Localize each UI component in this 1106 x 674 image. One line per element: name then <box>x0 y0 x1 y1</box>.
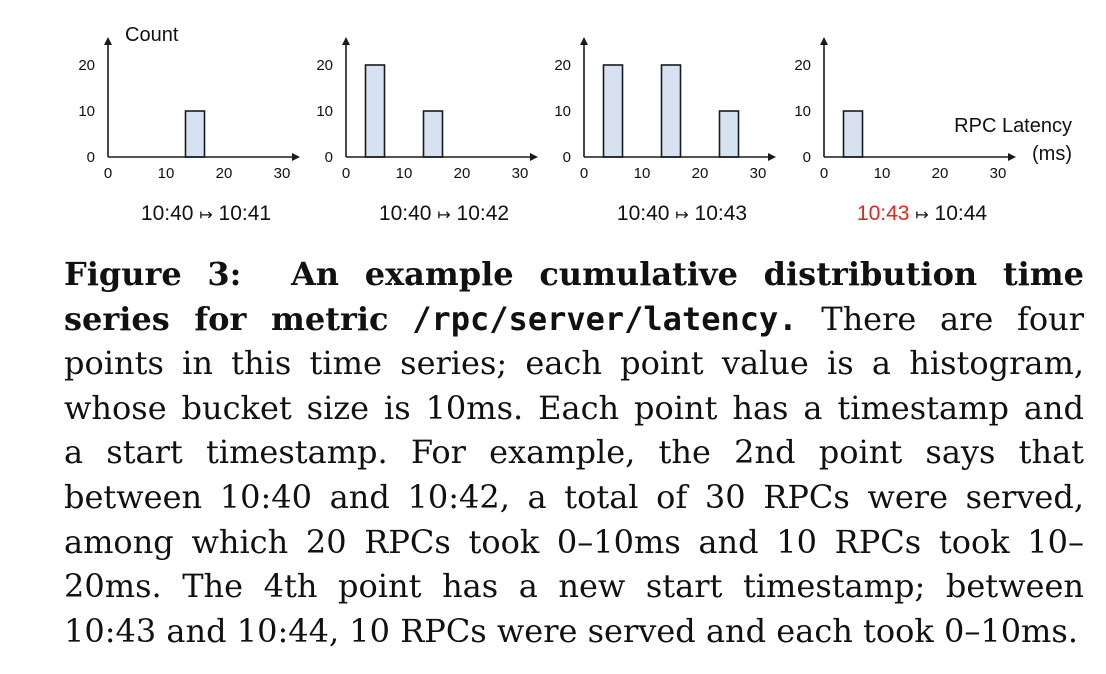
maps-to-arrow: ↦ <box>915 205 928 224</box>
interval-end: 10:43 <box>689 202 747 225</box>
y-tick-label: 0 <box>563 149 571 166</box>
histogram-panel-3: 0 10 20 0 10 20 30 10:40 ↦ 10:43 <box>554 37 776 225</box>
x-tick-label: 30 <box>990 165 1007 182</box>
histogram-bar <box>602 64 624 158</box>
interval-label: 10:40 ↦ 10:43 <box>617 202 747 225</box>
figure-caption: Figure 3: An example cumulative distribu… <box>64 252 1084 653</box>
x-tick-label: 10 <box>158 165 175 182</box>
x-tick-label: 10 <box>874 165 891 182</box>
interval-start: 10:43 <box>857 202 915 225</box>
y-tick-label: 10 <box>78 103 95 120</box>
metric-name: /rpc/server/latency. <box>412 299 798 338</box>
interval-end: 10:42 <box>451 202 509 225</box>
interval-end: 10:44 <box>929 202 988 225</box>
y-tick-label: 0 <box>87 149 95 166</box>
histogram-panel-2: 0 10 20 0 10 20 30 10:40 ↦ 10:42 <box>316 37 538 225</box>
y-tick-label: 20 <box>316 57 333 74</box>
x-tick-label: 20 <box>692 165 709 182</box>
y-tick-label: 20 <box>554 57 571 74</box>
figure-number: Figure 3: <box>64 255 242 293</box>
x-tick-label: 10 <box>634 165 651 182</box>
interval-label: 10:40 ↦ 10:41 <box>141 202 271 225</box>
interval-start: 10:40 <box>617 202 675 225</box>
x-tick-label: 0 <box>104 165 112 182</box>
y-tick-label: 20 <box>78 57 95 74</box>
y-tick-label: 20 <box>794 57 811 74</box>
x-tick-label: 20 <box>932 165 949 182</box>
x-tick-label: 20 <box>216 165 233 182</box>
histogram-panel-1: 0 10 20 0 10 20 30 Count 10:40 ↦ 10:41 <box>78 24 300 225</box>
interval-start: 10:40 <box>379 202 437 225</box>
x-tick-label: 0 <box>820 165 828 182</box>
caption-line-7: among which 20 RPCs took 0–10ms and 10 R… <box>64 522 1084 561</box>
y-tick-label: 10 <box>794 103 811 120</box>
interval-end: 10:41 <box>213 202 271 225</box>
figure-title-part-2: series for metric <box>64 299 389 338</box>
histogram-series-figure: 0 10 20 0 10 20 30 Count 10:40 ↦ 10:41 0 10 20 0 10 20… <box>78 24 1072 225</box>
x-axis-label-line-1: RPC Latency <box>954 115 1072 137</box>
histogram-bar <box>422 110 444 158</box>
x-tick-label: 30 <box>274 165 291 182</box>
x-tick-label: 30 <box>512 165 529 182</box>
y-axis-label: Count <box>125 24 179 46</box>
interval-label: 10:43 ↦ 10:44 <box>857 202 988 225</box>
histogram-bar <box>660 64 682 158</box>
histogram-bar <box>718 110 740 158</box>
histogram-bar <box>184 110 206 158</box>
maps-to-arrow: ↦ <box>199 205 212 224</box>
caption-line-6: between 10:40 and 10:42, a total of 30 R… <box>64 477 1084 516</box>
caption-line-1: Figure 3: An example cumulative distribu… <box>64 252 1084 297</box>
histogram-panel-4: 0 10 20 0 10 20 30 RPC Latency (ms) 10:43 ↦ 10:44 <box>794 37 1072 225</box>
interval-start: 10:40 <box>141 202 199 225</box>
y-tick-label: 0 <box>803 149 811 166</box>
histogram-bar <box>364 64 386 158</box>
x-tick-label: 0 <box>342 165 350 182</box>
caption-line-5: a start timestamp. For example, the 2nd … <box>64 433 1084 472</box>
y-tick-label: 10 <box>316 103 333 120</box>
histogram-bar <box>842 110 864 158</box>
caption-line-2: series for metric /rpc/server/latency. T… <box>64 297 1084 342</box>
interval-label: 10:40 ↦ 10:42 <box>379 202 509 225</box>
x-axis-label-line-2: (ms) <box>1032 143 1072 165</box>
caption-line-8: 20ms. The 4th point has a new start time… <box>64 567 1084 606</box>
caption-line-2-rest: There are four <box>821 299 1084 338</box>
x-tick-label: 30 <box>750 165 767 182</box>
y-tick-label: 10 <box>554 103 571 120</box>
maps-to-arrow: ↦ <box>437 205 450 224</box>
caption-line-4: whose bucket size is 10ms. Each point ha… <box>64 388 1084 427</box>
figure-title-part-1: An example cumulative distribution time <box>290 255 1084 293</box>
y-tick-label: 0 <box>325 149 333 166</box>
caption-line-3: points in this time series; each point v… <box>64 344 1084 383</box>
x-tick-label: 0 <box>580 165 588 182</box>
caption-line-9: 10:43 and 10:44, 10 RPCs were served and… <box>64 611 1078 650</box>
x-tick-label: 20 <box>454 165 471 182</box>
maps-to-arrow: ↦ <box>675 205 688 224</box>
x-tick-label: 10 <box>396 165 413 182</box>
